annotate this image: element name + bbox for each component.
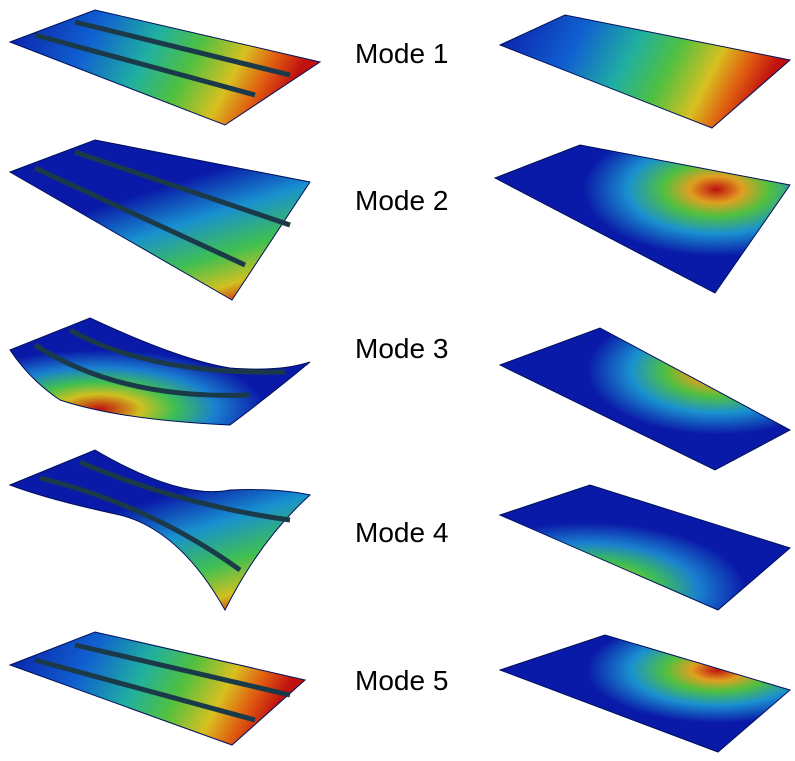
mode-label: Mode 4 [355,517,448,548]
mode-shape [500,635,790,752]
mode-shape [500,328,790,470]
mode-shape [500,485,790,610]
mode-shape [500,15,790,128]
mode-shape [10,140,310,300]
right-panels [495,15,790,752]
figure: Mode 1 Mode 2 Mode 3 Mode 4 Mode 5 [0,0,795,761]
mode-label: Mode 5 [355,665,448,696]
mode-shape [10,10,320,125]
mode-shape [10,450,310,610]
mode-label: Mode 2 [355,185,448,216]
left-panels [10,10,320,745]
labels: Mode 1 Mode 2 Mode 3 Mode 4 Mode 5 [355,38,448,696]
mode-shape [495,145,790,293]
mode-label: Mode 3 [355,333,448,364]
mode-label: Mode 1 [355,38,448,69]
